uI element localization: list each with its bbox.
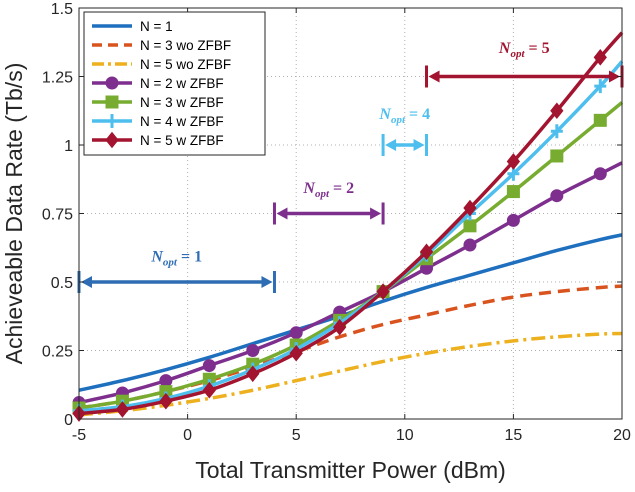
series-marker: [593, 167, 607, 181]
annotation-arrowhead: [428, 70, 440, 83]
series-marker: [419, 243, 434, 261]
series-marker: [550, 102, 564, 120]
y-axis-label: Achieveable Data Rate (Tb/s): [1, 63, 27, 365]
series-marker: [105, 95, 119, 109]
x-tick-label: 5: [292, 427, 301, 444]
series-marker: [594, 79, 607, 94]
x-tick-label: 15: [505, 427, 523, 444]
series-marker: [106, 114, 118, 128]
legend-label: N = 2 w ZFBF: [140, 76, 224, 91]
y-tick-label: 1.25: [42, 70, 73, 87]
series-marker: [550, 124, 563, 139]
series-n-5-w-zfbf: [72, 31, 624, 422]
series-marker: [506, 185, 520, 199]
x-tick-label: 10: [396, 427, 414, 444]
legend-label: N = 3 wo ZFBF: [140, 38, 231, 53]
legend-label: N = 3 w ZFBF: [140, 95, 224, 110]
legend-entry: N = 4 w ZFBF: [92, 114, 224, 129]
legend-entry: N = 1: [92, 19, 173, 34]
series-line: [78, 284, 623, 410]
series-marker: [159, 374, 173, 388]
legend-label: N = 1: [140, 19, 173, 34]
annotation-arrowhead: [261, 276, 273, 288]
series-marker: [463, 219, 477, 233]
y-tick-label: 0: [64, 412, 73, 429]
annotation-label: Nopt = 1: [150, 248, 202, 268]
legend-entry: N = 3 wo ZFBF: [92, 38, 231, 53]
annotation-arrowhead: [370, 207, 382, 220]
y-tick-label: 0.25: [42, 344, 73, 361]
legend-entry: N = 3 w ZFBF: [92, 95, 224, 110]
series-marker: [593, 113, 607, 127]
legend-label: N = 5 wo ZFBF: [140, 57, 231, 72]
x-tick-label: 0: [183, 427, 192, 444]
annotation-arrowhead: [385, 139, 397, 151]
annotation-arrowhead: [609, 70, 620, 83]
series-marker: [246, 365, 260, 383]
y-tick-label: 1.5: [51, 1, 73, 18]
series-marker: [246, 344, 260, 357]
series-marker: [463, 199, 477, 217]
annotation-label: Nopt = 5: [498, 40, 550, 60]
series-marker: [550, 189, 564, 203]
x-axis-label: Total Transmitter Power (dBm): [195, 457, 506, 483]
annotation-nopt: Nopt = 2: [272, 180, 385, 225]
series-marker: [332, 318, 347, 336]
legend-entry: N = 2 w ZFBF: [92, 76, 224, 91]
annotation-arrowhead: [81, 276, 92, 288]
legend-entry: N = 5 wo ZFBF: [92, 57, 231, 72]
legend-label: N = 5 w ZFBF: [140, 133, 224, 148]
series-marker: [105, 131, 119, 149]
y-tick-label: 0.75: [42, 207, 73, 224]
y-tick-label: 1: [64, 138, 73, 155]
series-marker: [105, 76, 119, 90]
series-marker: [202, 359, 216, 373]
series-n-3-wo-zfbf: [78, 284, 623, 410]
x-tick-label: -5: [72, 427, 86, 444]
annotation-label: Nopt = 2: [302, 180, 354, 200]
series-marker: [593, 49, 607, 66]
series-marker: [289, 326, 303, 340]
annotation-nopt: Nopt = 1: [77, 248, 276, 293]
legend-label: N = 4 w ZFBF: [140, 114, 224, 129]
series-marker: [376, 283, 390, 300]
series-marker: [506, 153, 521, 170]
series-marker: [202, 381, 216, 399]
legend: N = 1 N = 3 wo ZFBF N = 5 wo ZFBF N = 2 w Z…: [83, 11, 266, 156]
annotation-arrowhead: [413, 139, 425, 151]
x-tick-label: 20: [613, 427, 631, 444]
legend-entry: N = 5 w ZFBF: [92, 131, 224, 149]
series-marker: [289, 344, 303, 362]
annotations: Nopt = 1 Nopt = 2 Nopt = 4 Nopt = 5: [77, 40, 624, 293]
series-marker: [115, 401, 130, 418]
series-marker: [463, 238, 477, 252]
y-tick-label: 0.5: [51, 275, 73, 292]
series-marker: [550, 149, 564, 163]
annotation-label: Nopt = 4: [378, 106, 430, 126]
annotation-arrowhead: [276, 207, 288, 220]
series-marker: [506, 213, 520, 227]
series-layer: [72, 31, 624, 422]
annotation-nopt: Nopt = 4: [378, 106, 430, 156]
series-marker: [159, 392, 173, 410]
